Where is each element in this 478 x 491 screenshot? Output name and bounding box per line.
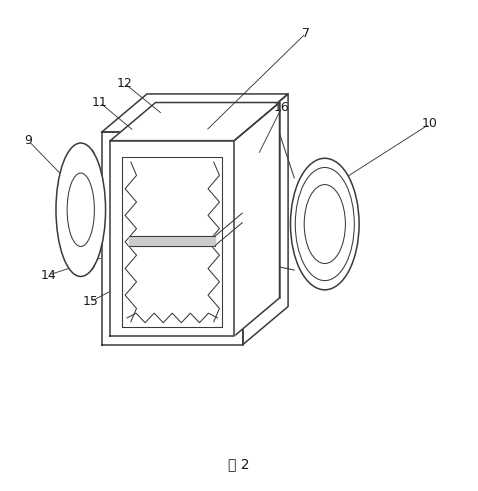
Text: 11: 11 [92, 96, 108, 109]
Text: 图 2: 图 2 [228, 457, 250, 471]
Text: 13: 13 [138, 302, 154, 315]
Text: 12: 12 [117, 77, 132, 90]
Polygon shape [243, 94, 288, 345]
Text: 14: 14 [41, 269, 56, 281]
Ellipse shape [322, 166, 347, 282]
Ellipse shape [304, 185, 346, 264]
Text: 10: 10 [422, 117, 437, 131]
Polygon shape [102, 94, 288, 132]
Polygon shape [102, 132, 243, 345]
Text: 9: 9 [24, 134, 33, 147]
Text: 7: 7 [302, 27, 310, 40]
Ellipse shape [56, 143, 106, 276]
Bar [122, 157, 222, 327]
Ellipse shape [83, 150, 100, 270]
Ellipse shape [291, 158, 359, 290]
Ellipse shape [67, 173, 94, 246]
Text: 16: 16 [274, 101, 290, 114]
Polygon shape [130, 236, 215, 246]
Polygon shape [110, 140, 234, 336]
Text: 15: 15 [82, 295, 98, 308]
Polygon shape [234, 103, 280, 336]
Polygon shape [110, 103, 280, 140]
